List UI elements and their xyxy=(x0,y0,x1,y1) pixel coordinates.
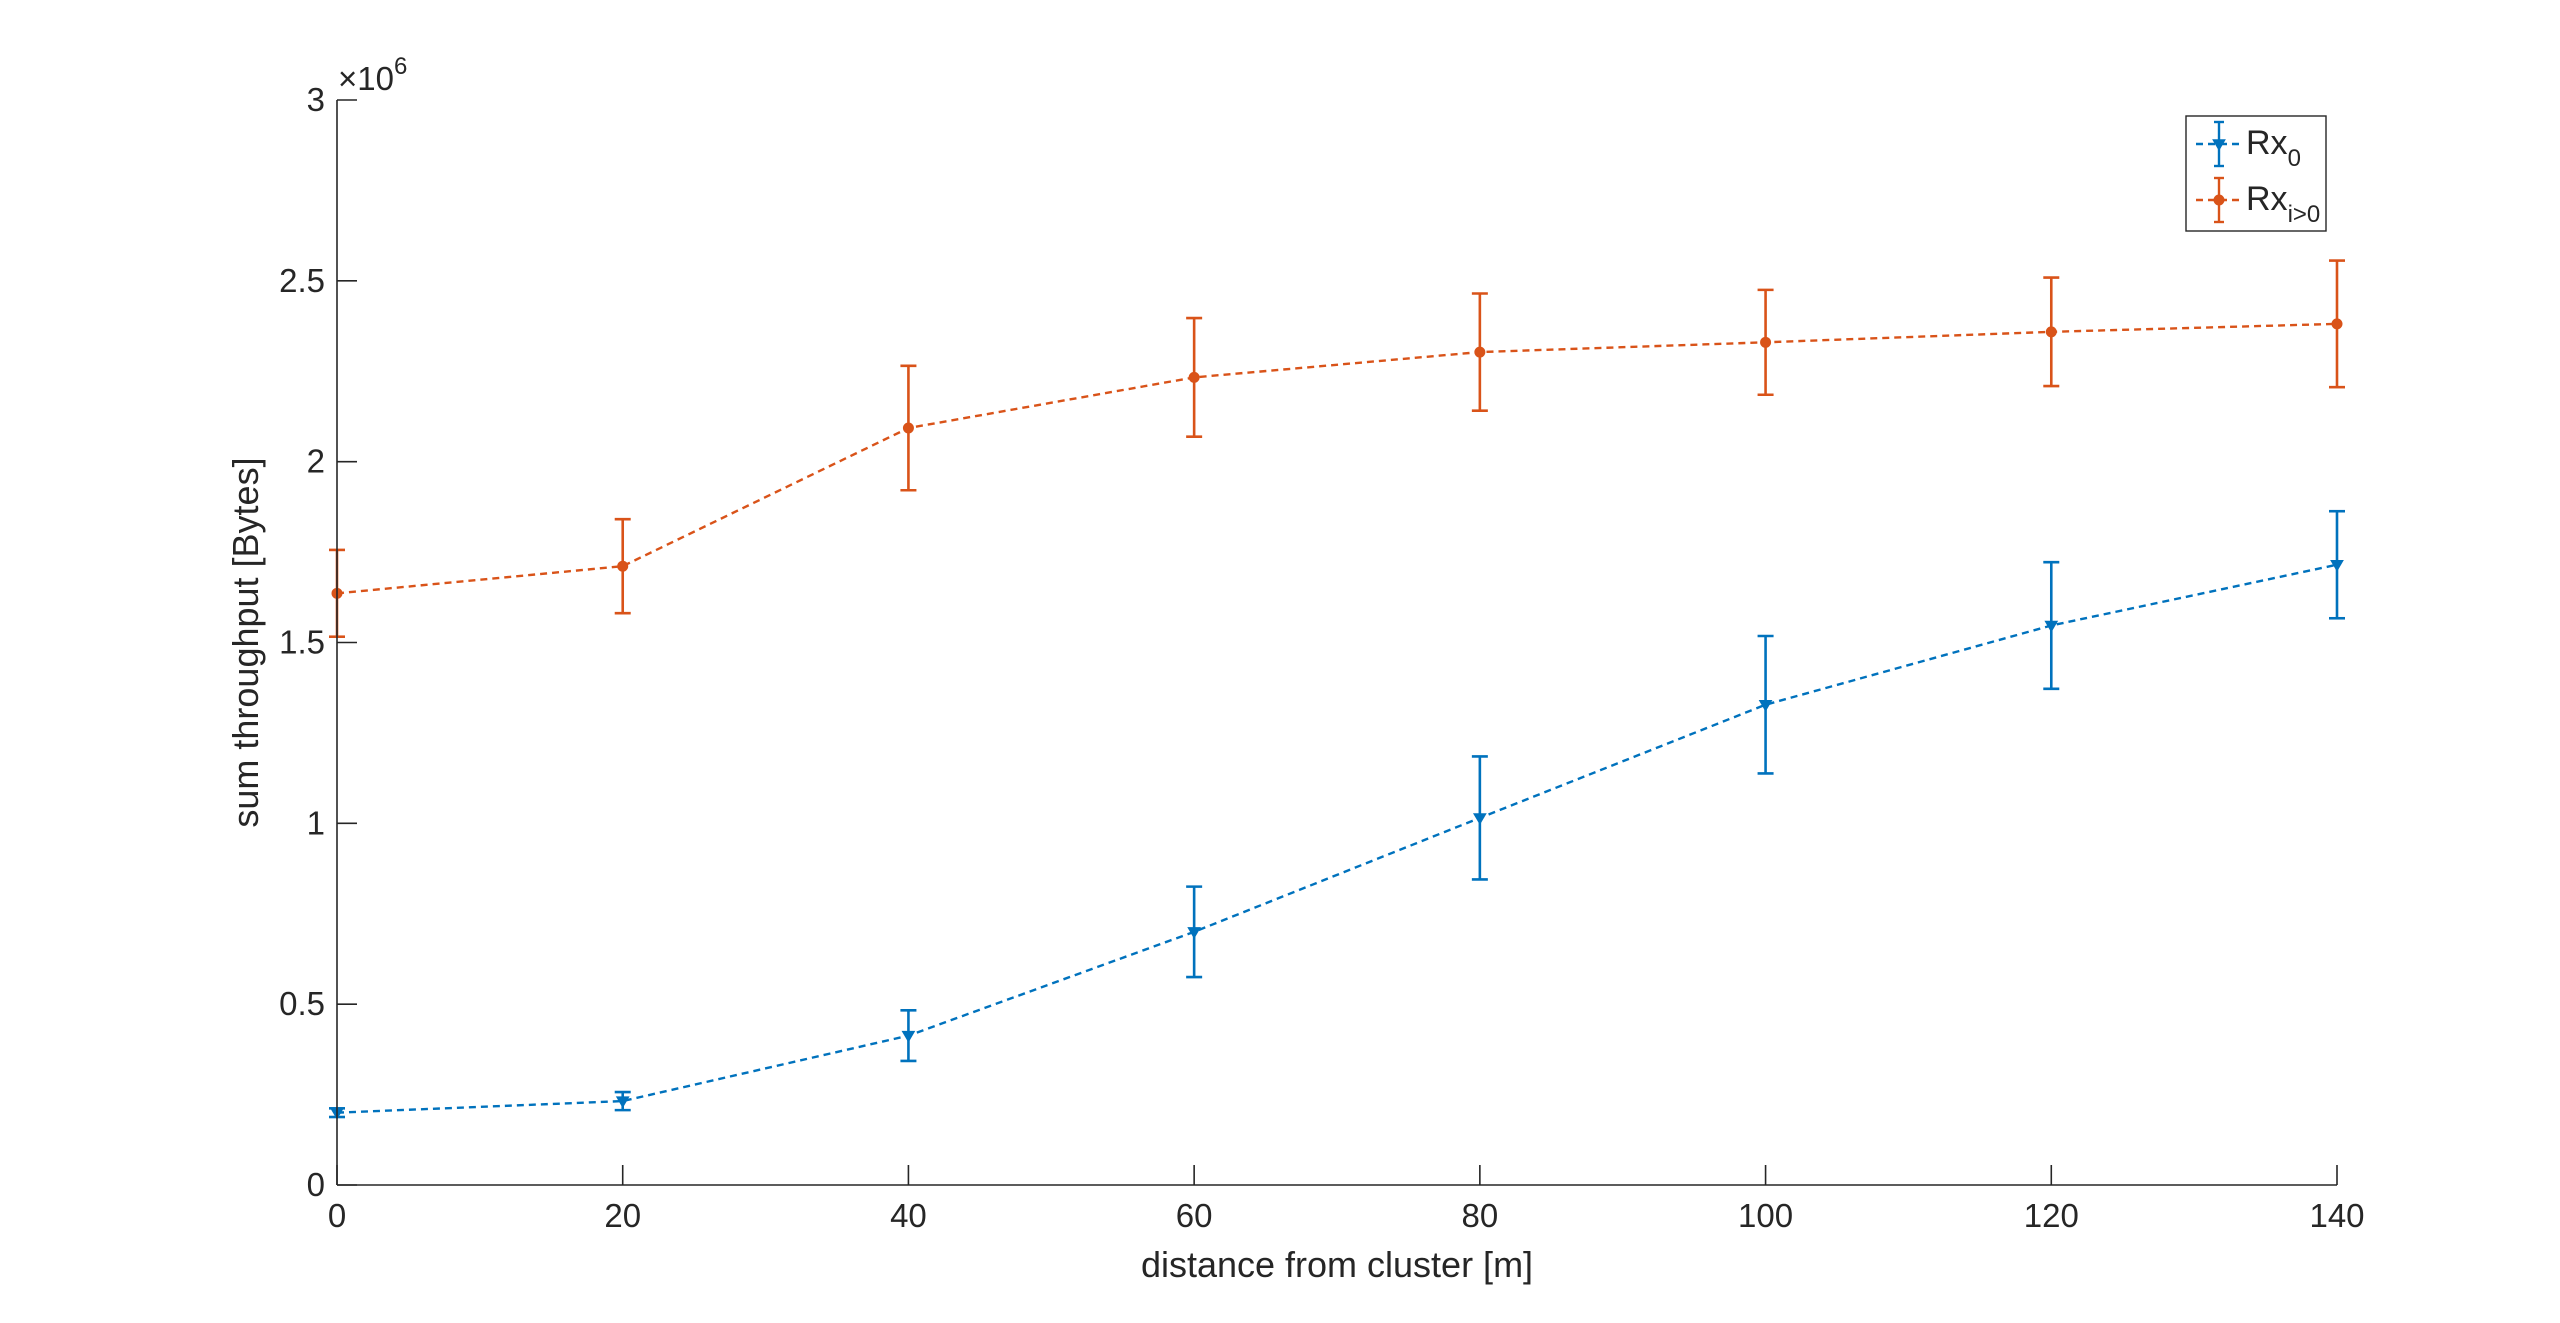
legend-label: Rxi>0 xyxy=(2246,180,2320,228)
axes: 0 20 40 60 80 100 120 140 0 0.5 1 1.5 2 2.5 3 xyxy=(279,81,2364,1234)
data-point xyxy=(617,560,629,572)
legend-label-subscript: i>0 xyxy=(2288,201,2321,228)
y-tick-label: 0.5 xyxy=(279,985,325,1022)
y-axis-exponent-power: 6 xyxy=(394,53,407,80)
data-point xyxy=(1472,813,1487,825)
y-tick-label: 0 xyxy=(307,1166,325,1203)
x-tick-label: 20 xyxy=(604,1197,641,1234)
plot-area xyxy=(329,259,2345,1120)
legend-label-subscript: 0 xyxy=(2288,145,2301,172)
series-rx-0 xyxy=(329,509,2345,1120)
x-tick-label: 80 xyxy=(1461,1197,1498,1234)
legend-box xyxy=(2185,115,2327,232)
data-point xyxy=(1758,700,1773,712)
legend-entry: Rx0 xyxy=(2196,120,2301,172)
series-line xyxy=(336,563,2338,1114)
x-tick-label: 60 xyxy=(1176,1197,1213,1234)
data-point xyxy=(1474,346,1486,358)
x-tick-label: 120 xyxy=(2024,1197,2079,1234)
data-point xyxy=(2044,620,2059,633)
x-tick-label: 0 xyxy=(328,1197,346,1234)
series-line xyxy=(336,322,2338,595)
data-point xyxy=(1187,927,1202,939)
y-tick-label: 2.5 xyxy=(279,262,325,299)
data-point xyxy=(901,1030,916,1043)
legend-marker xyxy=(2213,194,2225,206)
data-point xyxy=(2331,318,2343,330)
x-axis-label: distance from cluster [m] xyxy=(1141,1244,1533,1285)
data-point xyxy=(1760,336,1772,348)
data-point xyxy=(1188,371,1200,383)
y-axis-exponent-base: ×10 xyxy=(338,60,394,97)
data-point xyxy=(2330,560,2344,572)
data-point xyxy=(902,422,914,434)
y-tick-label: 3 xyxy=(307,81,325,118)
y-axis-exponent: ×106 xyxy=(338,53,407,97)
x-tick-label: 140 xyxy=(2309,1197,2364,1234)
x-tick-label: 40 xyxy=(890,1197,927,1234)
legend-marker xyxy=(2212,139,2226,151)
legend-label-base: Rx xyxy=(2246,124,2288,162)
y-tick-label: 1 xyxy=(307,804,325,841)
y-tick-label: 1.5 xyxy=(279,624,325,661)
y-axis-label: sum throughput [Bytes] xyxy=(225,457,266,827)
legend-label-base: Rx xyxy=(2246,180,2288,218)
y-tick-label: 2 xyxy=(307,443,325,480)
series-rx-i-gt-0 xyxy=(329,259,2345,639)
x-tick-label: 100 xyxy=(1738,1197,1793,1234)
legend-label: Rx0 xyxy=(2246,124,2301,172)
data-point xyxy=(615,1096,630,1109)
data-point xyxy=(2045,326,2057,338)
legend-entry: Rxi>0 xyxy=(2196,176,2320,228)
